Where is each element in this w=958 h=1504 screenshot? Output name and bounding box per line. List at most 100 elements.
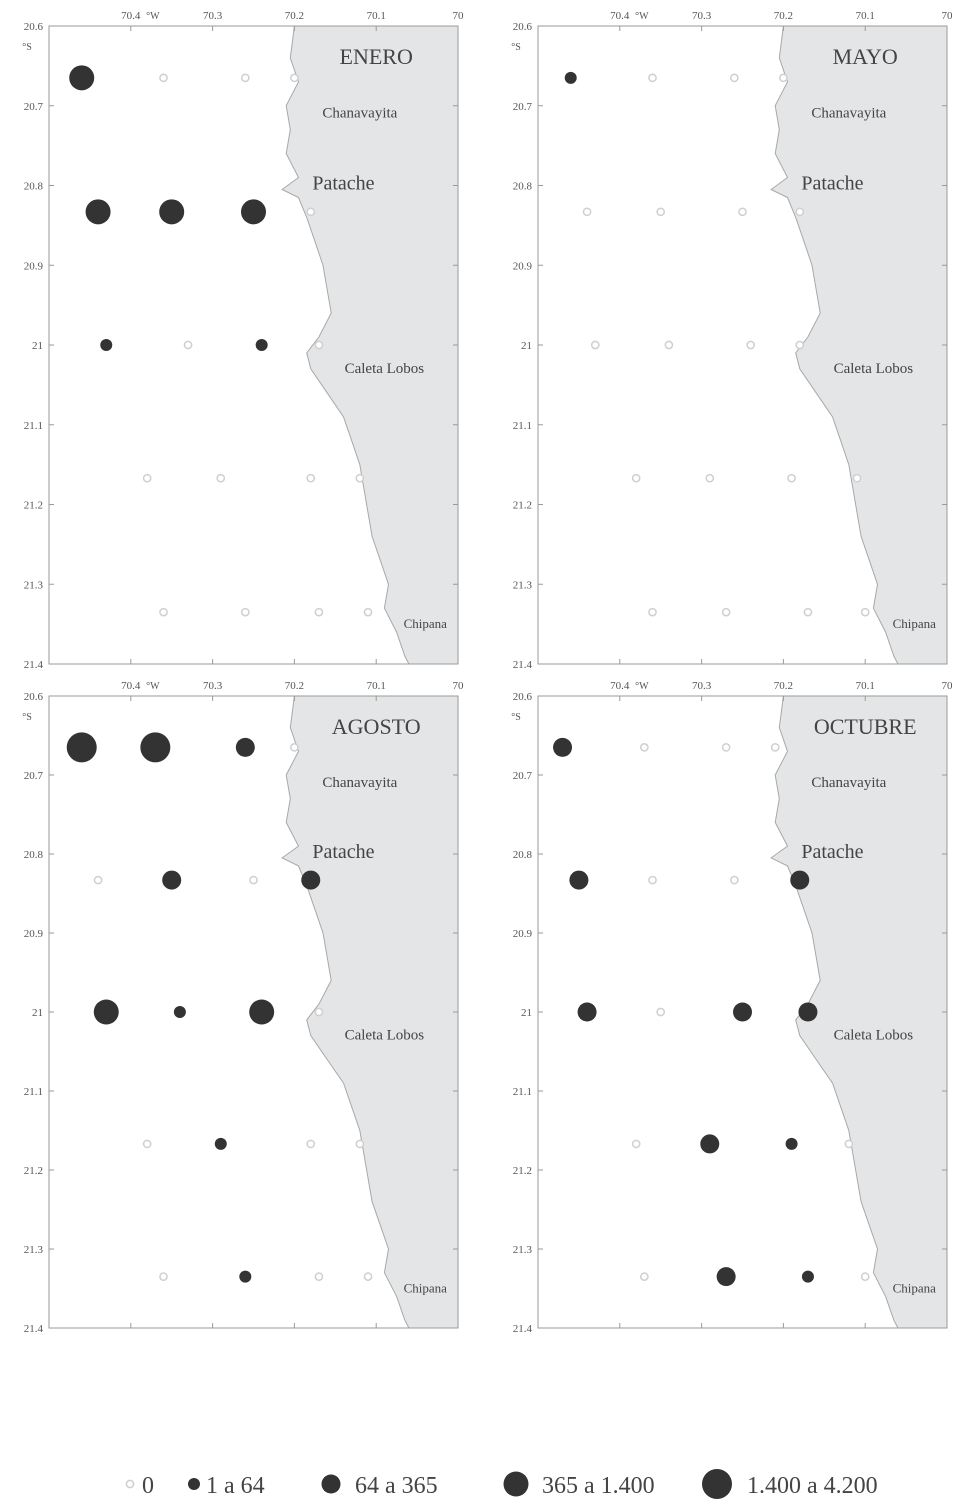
station-marker bbox=[790, 870, 810, 890]
lon-unit-label: °W bbox=[146, 681, 160, 692]
lon-tick-label: 70.3 bbox=[692, 10, 712, 22]
month-title: ENERO bbox=[340, 44, 413, 69]
lon-tick-label: 70 bbox=[453, 680, 465, 692]
station-marker-zero bbox=[852, 473, 862, 483]
map-panel-enero: 20.6 20.7 20.8 20.9 21 21.1 21.2 21.3 21.4 °S 70.4… bbox=[22, 10, 464, 671]
lat-tick-label: 21.4 bbox=[24, 659, 44, 671]
lon-tick-label: 70.1 bbox=[367, 680, 386, 692]
station-marker bbox=[69, 65, 95, 91]
lat-tick-label: 21.2 bbox=[24, 500, 43, 512]
lat-tick-label: 21.4 bbox=[513, 659, 533, 671]
lat-tick-label: 20.6 bbox=[513, 691, 533, 703]
place-label: Chipana bbox=[404, 1280, 448, 1295]
lat-tick-label: 21.2 bbox=[513, 1165, 532, 1177]
station-marker-zero bbox=[582, 207, 592, 217]
place-label: Caleta Lobos bbox=[834, 1028, 914, 1044]
station-marker-zero bbox=[306, 1139, 316, 1149]
lat-tick-label: 21.1 bbox=[24, 420, 43, 432]
station-marker-zero bbox=[142, 473, 152, 483]
lon-tick-label: 70.4 bbox=[610, 10, 630, 22]
station-marker-zero bbox=[787, 473, 796, 483]
station-marker-zero bbox=[631, 1139, 641, 1149]
lat-tick-label: 21.1 bbox=[513, 420, 532, 432]
map-panels: 20.6 20.7 20.8 20.9 21 21.1 21.2 21.3 21.4 °S 70.4… bbox=[22, 10, 953, 1335]
place-label: Caleta Lobos bbox=[834, 361, 914, 377]
legend-label: 1.400 a 4.200 bbox=[747, 1473, 878, 1499]
station-marker-zero bbox=[240, 607, 250, 617]
station-marker bbox=[235, 737, 255, 757]
place-label: Chanavayita bbox=[811, 106, 886, 122]
station-marker-zero bbox=[803, 607, 813, 617]
lat-tick-label: 21 bbox=[521, 1007, 532, 1019]
month-title: OCTUBRE bbox=[814, 714, 917, 739]
lat-tick-label: 20.8 bbox=[24, 849, 44, 861]
legend-label: 365 a 1.400 bbox=[542, 1473, 655, 1499]
station-marker-zero bbox=[363, 1272, 373, 1282]
station-marker bbox=[93, 999, 119, 1025]
lon-tick-label: 70.4 bbox=[121, 680, 141, 692]
lat-tick-label: 21 bbox=[32, 340, 43, 352]
station-marker-zero bbox=[306, 473, 316, 483]
lat-tick-label: 21.4 bbox=[24, 1323, 44, 1335]
lon-tick-label: 70.3 bbox=[692, 680, 712, 692]
place-label: Chanavayita bbox=[322, 106, 397, 122]
station-marker-zero bbox=[249, 875, 258, 885]
station-marker-zero bbox=[306, 207, 316, 217]
lat-tick-label: 21.1 bbox=[24, 1086, 43, 1098]
station-marker bbox=[239, 1270, 252, 1283]
legend-marker bbox=[503, 1471, 529, 1497]
lat-tick-label: 20.9 bbox=[513, 260, 533, 272]
lat-tick-label: 21.1 bbox=[513, 1086, 532, 1098]
station-marker bbox=[733, 1002, 752, 1022]
lon-tick-label: 70 bbox=[942, 680, 954, 692]
station-marker bbox=[255, 339, 268, 351]
land-area bbox=[281, 696, 458, 1328]
lat-tick-label: 21.3 bbox=[513, 579, 533, 591]
lon-tick-label: 70.3 bbox=[203, 680, 223, 692]
lat-unit-label: °S bbox=[511, 712, 521, 723]
map-panel-octubre: 20.6 20.7 20.8 20.9 21 21.1 21.2 21.3 21.4 °S 70.4… bbox=[511, 680, 953, 1335]
station-marker-zero bbox=[648, 607, 657, 617]
lat-tick-label: 20.8 bbox=[513, 849, 533, 861]
lon-tick-label: 70.2 bbox=[285, 680, 304, 692]
station-marker-zero bbox=[363, 607, 373, 617]
station-marker-zero bbox=[314, 1007, 324, 1017]
lat-tick-label: 21.2 bbox=[513, 500, 532, 512]
lat-tick-label: 21.3 bbox=[24, 1244, 44, 1256]
lon-unit-label: °W bbox=[146, 11, 160, 22]
station-marker bbox=[716, 1267, 736, 1287]
station-marker-zero bbox=[314, 1272, 324, 1282]
station-marker bbox=[162, 870, 182, 890]
station-marker-zero bbox=[648, 73, 657, 83]
land-area bbox=[770, 696, 947, 1328]
station-marker-zero bbox=[355, 473, 365, 483]
station-marker-zero bbox=[656, 1007, 666, 1017]
station-marker-zero bbox=[770, 743, 780, 752]
station-marker-zero bbox=[860, 607, 870, 617]
station-marker-zero bbox=[631, 473, 641, 483]
station-marker bbox=[85, 199, 111, 225]
lat-unit-label: °S bbox=[511, 42, 521, 53]
station-marker bbox=[785, 1137, 798, 1150]
station-marker-zero bbox=[159, 607, 168, 617]
station-marker-zero bbox=[664, 340, 674, 350]
lat-tick-label: 20.9 bbox=[24, 260, 44, 272]
lat-tick-label: 20.7 bbox=[513, 101, 533, 113]
station-marker-zero bbox=[590, 340, 600, 350]
legend-label: 0 bbox=[142, 1473, 154, 1499]
place-label: Chanavayita bbox=[811, 775, 886, 791]
lon-tick-label: 70 bbox=[942, 10, 954, 22]
lon-unit-label: °W bbox=[635, 681, 649, 692]
station-marker-zero bbox=[159, 1272, 168, 1282]
station-marker bbox=[564, 71, 577, 84]
station-marker-zero bbox=[639, 1272, 649, 1282]
lon-tick-label: 70.1 bbox=[856, 10, 875, 22]
place-label: Chipana bbox=[893, 1280, 937, 1295]
place-label: Caleta Lobos bbox=[345, 1028, 425, 1044]
legend-marker-zero bbox=[125, 1479, 135, 1489]
month-title: MAYO bbox=[833, 44, 898, 69]
lon-tick-label: 70.2 bbox=[774, 10, 793, 22]
place-label: Patache bbox=[312, 841, 374, 863]
place-label: Chipana bbox=[893, 616, 937, 631]
